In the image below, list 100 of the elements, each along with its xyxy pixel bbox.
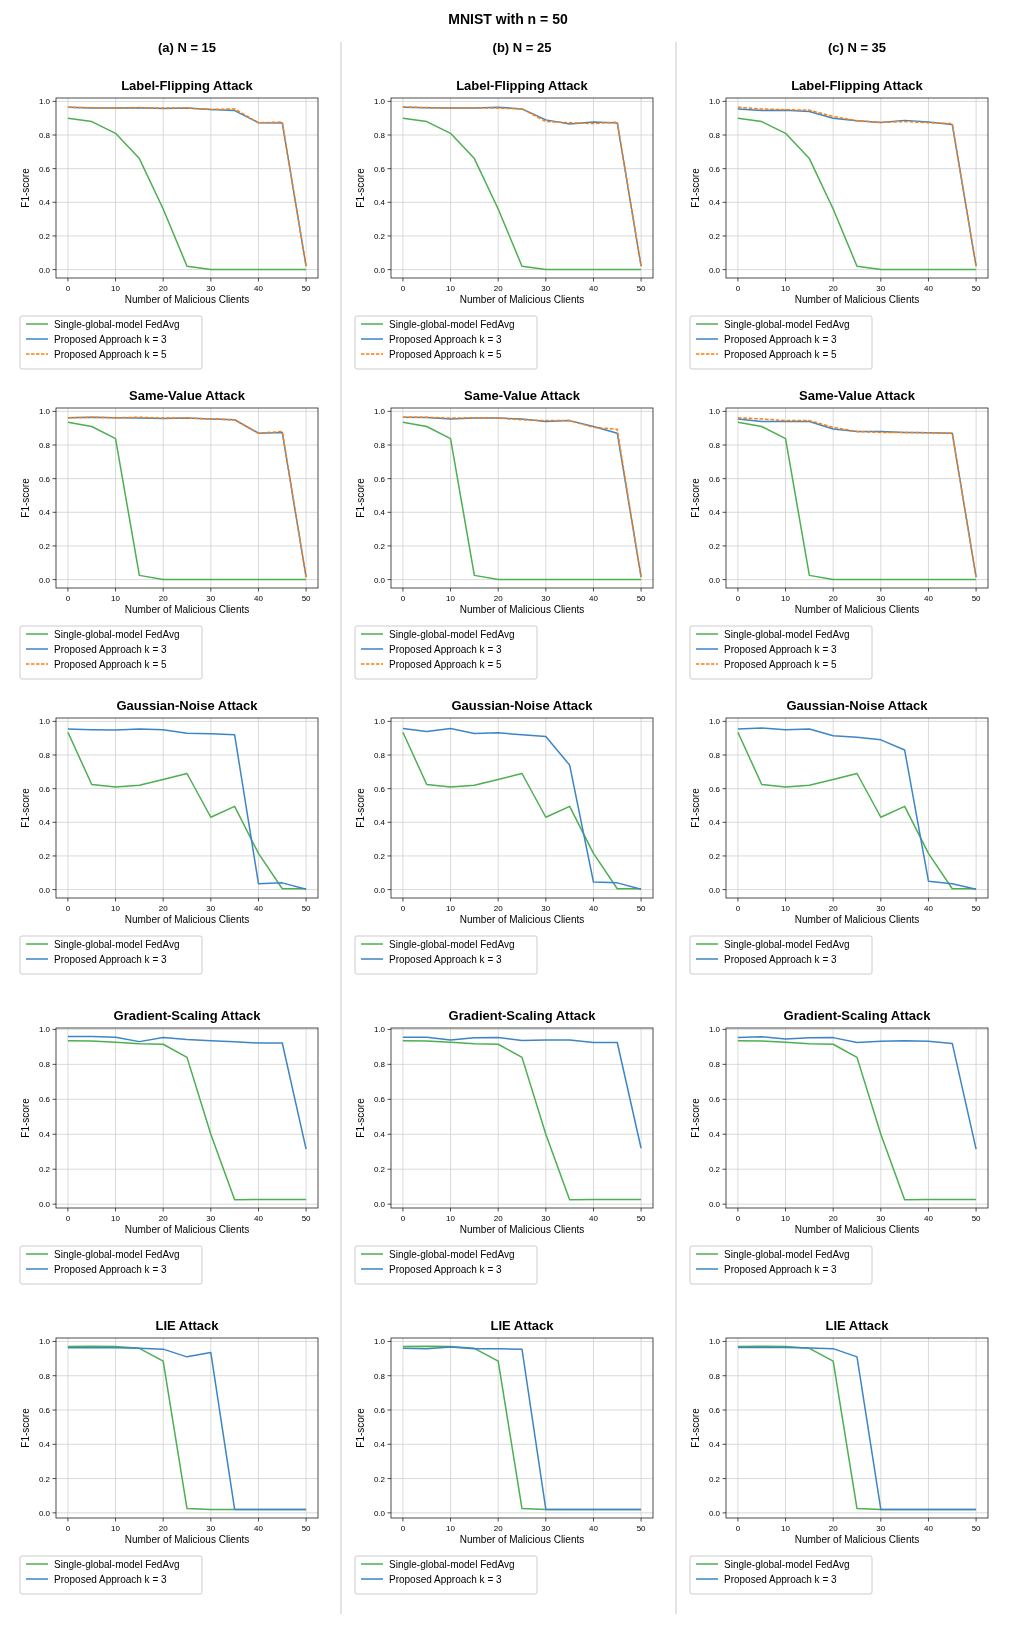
y-axis-title: F1-score: [20, 1097, 31, 1138]
chart-title: Label-Flipping Attack: [791, 78, 924, 93]
x-tick-label: 50: [971, 904, 982, 913]
x-tick-label: 30: [206, 1214, 216, 1223]
y-tick-label: 0.2: [373, 1474, 386, 1484]
chart-title: LIE Attack: [155, 1318, 220, 1333]
y-tick-label: 0.0: [38, 1200, 51, 1210]
legend-label: Proposed Approach k = 5: [54, 349, 168, 360]
legend-label: Proposed Approach k = 3: [389, 1574, 503, 1585]
y-tick-label: 0.4: [708, 508, 721, 518]
y-tick-label: 0.0: [38, 575, 51, 585]
legend-label: Single-global-model FedAvg: [54, 1559, 180, 1570]
y-tick-label: 0.4: [38, 508, 51, 518]
y-tick-label: 0.0: [373, 265, 386, 275]
chart-title: Same-Value Attack: [129, 388, 246, 403]
y-tick-label: 0.8: [708, 441, 721, 451]
y-tick-label: 0.2: [373, 851, 386, 861]
y-tick-label: 0.6: [373, 1406, 386, 1415]
x-tick-label: 10: [111, 904, 121, 913]
y-tick-label: 0.2: [38, 1474, 51, 1484]
y-tick-label: 0.2: [38, 851, 51, 861]
x-axis-title: Number of Malicious Clients: [124, 294, 250, 305]
y-tick-label: 0.4: [373, 198, 386, 208]
x-axis-title: Number of Malicious Clients: [459, 1224, 585, 1235]
y-axis-title: F1-score: [355, 477, 366, 518]
legend-label: Proposed Approach k = 3: [389, 644, 503, 655]
chart-title: Gradient-Scaling Attack: [783, 1008, 932, 1023]
legend-label: Proposed Approach k = 3: [724, 644, 838, 655]
x-tick-label: 10: [781, 1214, 791, 1223]
x-tick-label: 50: [636, 594, 647, 603]
x-tick-label: 30: [876, 904, 886, 913]
y-tick-label: 0.2: [373, 1165, 386, 1175]
y-tick-label: 0.2: [38, 541, 51, 551]
legend-label: Proposed Approach k = 5: [724, 659, 838, 670]
y-tick-label: 0.0: [373, 885, 386, 895]
y-axis-title: F1-score: [20, 1407, 31, 1448]
x-tick-label: 20: [493, 594, 504, 603]
legend-label: Proposed Approach k = 3: [724, 1574, 838, 1585]
x-tick-label: 30: [876, 1524, 886, 1533]
y-tick-label: 0.8: [373, 751, 386, 761]
legend-label: Single-global-model FedAvg: [54, 939, 180, 950]
legend-label: Proposed Approach k = 3: [54, 644, 168, 655]
chart-title: Gradient-Scaling Attack: [113, 1008, 262, 1023]
legend-label: Single-global-model FedAvg: [724, 939, 850, 950]
y-tick-label: 0.4: [373, 818, 386, 828]
y-tick-label: 0.4: [373, 1130, 386, 1140]
x-tick-label: 40: [924, 594, 934, 603]
y-tick-label: 0.8: [38, 441, 51, 451]
x-tick-label: 40: [924, 284, 934, 293]
x-tick-label: 30: [206, 904, 216, 913]
legend-label: Single-global-model FedAvg: [724, 1559, 850, 1570]
x-tick-label: 40: [589, 1524, 599, 1533]
x-tick-label: 40: [254, 904, 264, 913]
line-series: [737, 1040, 977, 1201]
x-tick-label: 0: [735, 904, 741, 913]
y-tick-label: 1.0: [38, 407, 51, 417]
legend-label: Proposed Approach k = 3: [54, 1264, 168, 1275]
y-tick-label: 1.0: [373, 717, 386, 727]
x-axis-title: Number of Malicious Clients: [459, 604, 585, 615]
y-tick-label: 0.6: [708, 784, 721, 794]
x-tick-label: 20: [493, 904, 504, 913]
y-tick-label: 0.6: [38, 164, 51, 174]
x-tick-label: 0: [400, 1524, 406, 1533]
y-tick-label: 0.0: [38, 1508, 51, 1518]
legend-label: Single-global-model FedAvg: [54, 629, 180, 640]
x-tick-label: 10: [781, 594, 791, 603]
chart-title: Same-Value Attack: [464, 388, 581, 403]
x-axis-title: Number of Malicious Clients: [124, 1224, 250, 1235]
y-axis-title: F1-score: [690, 1097, 701, 1138]
y-tick-label: 0.2: [708, 1474, 721, 1484]
y-tick-label: 1.0: [373, 1025, 386, 1035]
y-tick-label: 0.2: [708, 1165, 721, 1175]
y-tick-label: 0.8: [38, 1060, 51, 1070]
legend-label: Single-global-model FedAvg: [724, 629, 850, 640]
y-axis-title: F1-score: [20, 167, 31, 208]
x-axis-title: Number of Malicious Clients: [459, 294, 585, 305]
y-tick-label: 0.4: [38, 1440, 51, 1450]
y-tick-label: 0.8: [373, 1371, 386, 1381]
x-tick-label: 20: [493, 1214, 504, 1223]
y-tick-label: 0.6: [373, 474, 386, 484]
y-tick-label: 1.0: [373, 1337, 386, 1347]
x-tick-label: 40: [254, 1214, 264, 1223]
y-tick-label: 0.2: [373, 541, 386, 551]
x-tick-label: 10: [446, 284, 456, 293]
y-tick-label: 0.2: [373, 231, 386, 241]
line-series: [67, 1035, 307, 1150]
x-tick-label: 0: [400, 904, 406, 913]
x-tick-label: 20: [493, 1524, 504, 1533]
legend-label: Proposed Approach k = 5: [389, 659, 503, 670]
x-tick-label: 40: [589, 594, 599, 603]
chart-subtitle: (a) N = 15: [157, 40, 217, 55]
y-axis-title: F1-score: [20, 787, 31, 828]
y-tick-label: 0.0: [708, 885, 721, 895]
x-tick-label: 50: [971, 284, 982, 293]
x-tick-label: 20: [828, 284, 839, 293]
y-tick-label: 0.4: [708, 1440, 721, 1450]
x-tick-label: 20: [158, 904, 169, 913]
y-tick-label: 0.0: [38, 885, 51, 895]
x-tick-label: 50: [301, 1524, 312, 1533]
y-tick-label: 0.0: [708, 575, 721, 585]
